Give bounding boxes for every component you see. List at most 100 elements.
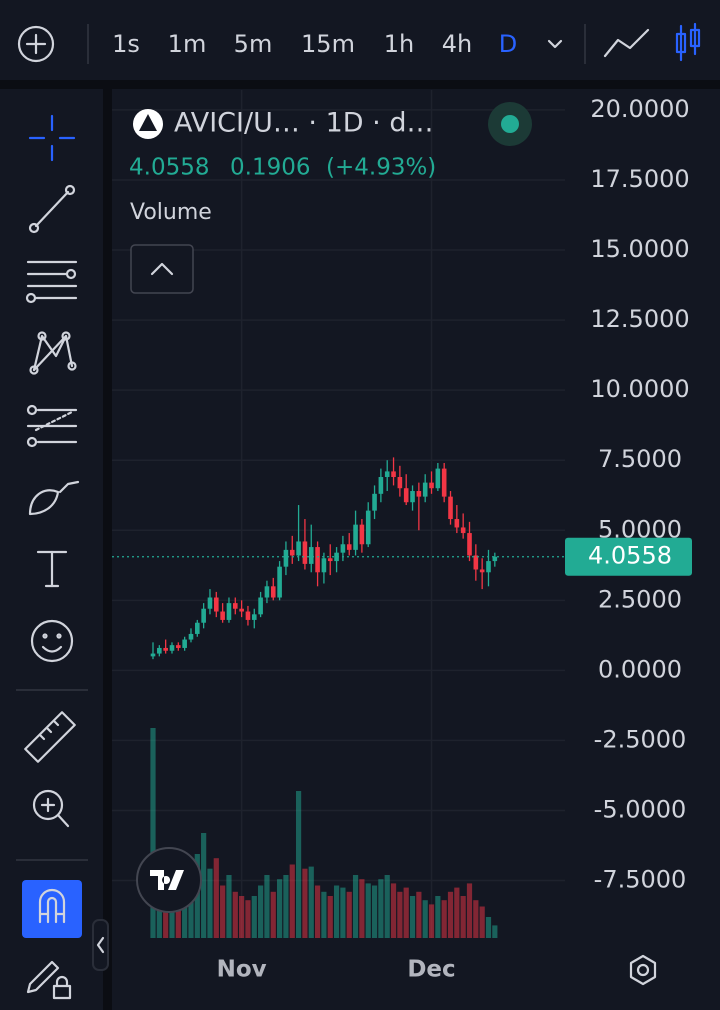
collapse-sidebar[interactable]	[92, 919, 109, 971]
brush-tool[interactable]	[28, 480, 80, 516]
magnet-icon	[38, 888, 66, 924]
candle-body	[397, 477, 403, 489]
candle-body	[479, 569, 485, 573]
volume-bar	[277, 879, 283, 938]
interval-button[interactable]: 1m	[168, 30, 207, 58]
interval-button[interactable]: 1h	[384, 30, 414, 58]
volume-bar	[289, 864, 295, 938]
last-price: 4.0558	[129, 155, 209, 181]
chart-style-line[interactable]	[603, 28, 650, 58]
volume-bar	[327, 896, 333, 938]
candle-body	[214, 597, 219, 612]
volume-bar	[239, 896, 245, 938]
volume-bar	[403, 887, 409, 938]
volume-bar	[150, 728, 156, 938]
candle-body	[308, 547, 314, 564]
candle-body	[258, 597, 263, 615]
interval-dropdown[interactable]	[547, 39, 563, 49]
volume-bar	[359, 879, 365, 938]
volume-bar	[251, 896, 257, 938]
candle-body	[448, 496, 453, 520]
candle-body	[188, 633, 194, 640]
candle-body	[372, 493, 377, 511]
chart-style-candles[interactable]	[675, 22, 701, 62]
candle-body	[359, 524, 365, 545]
y-tick-label: 20.0000	[590, 95, 689, 123]
candle-body	[334, 552, 339, 562]
candle-body	[391, 471, 396, 478]
add-symbol-button[interactable]	[17, 25, 55, 63]
candle-body	[384, 471, 390, 478]
candle-body	[460, 527, 466, 534]
y-tick-label: -7.5000	[594, 866, 687, 894]
volume-bar	[213, 858, 219, 938]
lock-drawings[interactable]	[26, 960, 72, 1000]
candle-body	[264, 586, 270, 598]
y-tick-label: 0.0000	[598, 655, 682, 683]
volume-bar	[302, 868, 308, 938]
collapse-legend[interactable]	[130, 244, 194, 294]
interval-button[interactable]: 1s	[112, 30, 140, 58]
interval-button[interactable]: 5m	[234, 30, 273, 58]
candle-body	[327, 558, 333, 562]
collapse-icon	[96, 936, 105, 954]
fib-tool[interactable]	[25, 260, 78, 304]
toolbar-separator	[0, 80, 720, 89]
volume-bar	[365, 883, 371, 938]
interval-button[interactable]: D	[499, 30, 517, 58]
y-tick-label: 15.0000	[590, 235, 689, 263]
candle-body	[220, 611, 225, 620]
candle-body	[277, 566, 282, 598]
price-label-box	[565, 537, 692, 576]
volume-bar	[479, 906, 485, 938]
candle-body	[182, 639, 187, 648]
volume-bar	[346, 891, 352, 938]
ruler-tool[interactable]	[24, 711, 76, 763]
volume-bar	[321, 891, 327, 938]
volume-bar	[333, 885, 340, 938]
y-tick-label: -2.5000	[594, 725, 687, 753]
candle-body	[283, 549, 289, 567]
volume-bar	[352, 875, 359, 938]
volume-bar	[409, 896, 416, 938]
volume-bar	[416, 891, 422, 938]
volume-bar	[314, 885, 321, 938]
candle-body	[176, 645, 181, 648]
magnet-button[interactable]	[22, 880, 82, 938]
candle-body	[163, 647, 168, 651]
forecast-tool[interactable]	[26, 404, 78, 448]
candle-body	[302, 541, 308, 564]
zoom-tool[interactable]	[32, 789, 70, 828]
candle-body	[289, 549, 295, 556]
text-tool[interactable]	[36, 550, 68, 588]
trendline-tool[interactable]	[28, 184, 76, 234]
sidebar-separator	[103, 89, 112, 1010]
candle-body	[492, 556, 498, 562]
candle-body	[403, 488, 409, 503]
volume-bar	[245, 900, 251, 938]
candle-body	[410, 491, 415, 503]
symbol-title[interactable]: AVICI/U… · 1D · d…	[174, 108, 433, 139]
emoji-tool[interactable]	[30, 619, 74, 663]
crosshair-tool[interactable]	[28, 114, 76, 162]
settings-button[interactable]	[629, 954, 657, 986]
market-status[interactable]	[501, 115, 519, 133]
candle-body	[239, 608, 244, 612]
volume-bar	[473, 900, 479, 938]
interval-button[interactable]: 4h	[442, 30, 472, 58]
volume-bar	[460, 896, 466, 938]
candle-body	[486, 561, 491, 573]
candle-body	[226, 603, 232, 620]
candle-body	[245, 611, 251, 620]
pattern-tool[interactable]	[29, 331, 77, 375]
candle-body	[422, 482, 428, 497]
candle-body	[473, 555, 479, 570]
volume-bar	[428, 904, 435, 938]
volume-bar	[283, 875, 289, 938]
volume-bar	[447, 891, 454, 938]
y-tick-label: 12.5000	[590, 305, 689, 333]
interval-button[interactable]: 15m	[301, 30, 355, 58]
watermark-logo	[150, 870, 184, 890]
